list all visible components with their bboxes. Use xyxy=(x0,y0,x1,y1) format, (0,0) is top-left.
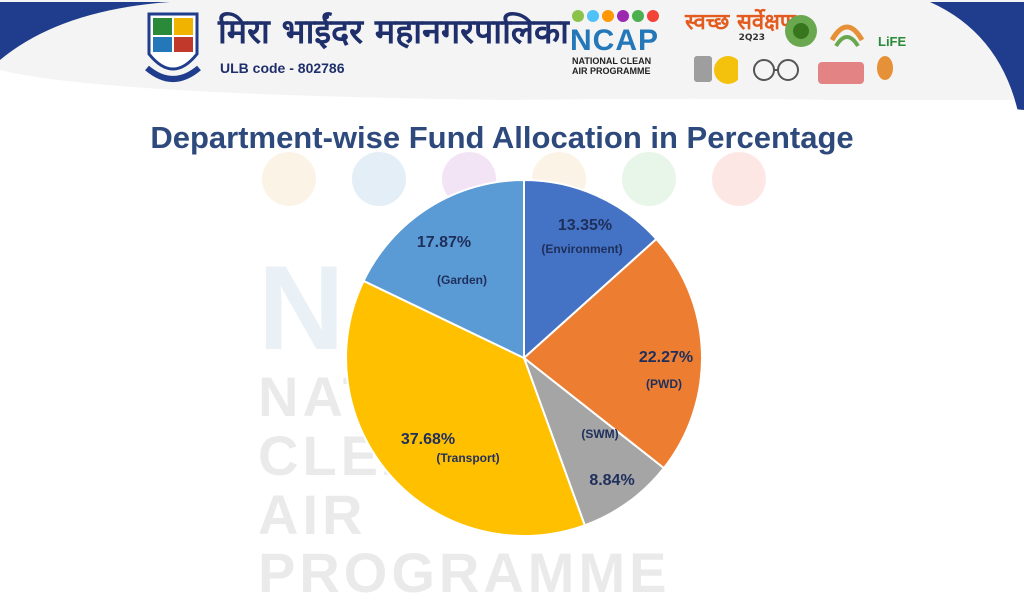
header-swoosh xyxy=(0,2,1024,150)
ncap-wordmark: NCAP xyxy=(570,24,660,57)
emblem-icon xyxy=(694,56,738,84)
pie-label-value-environment: 13.35% xyxy=(558,217,612,234)
clean-city-icon xyxy=(818,62,864,84)
virus-icon xyxy=(785,15,817,47)
swachh-survekshan-logo: स्वच्छ सर्वेक्षण 2Q23 xyxy=(685,12,796,52)
ncap-icon-row xyxy=(572,10,678,22)
slide-title: Department-wise Fund Allocation in Perce… xyxy=(150,120,854,155)
pie-label-value-pwd: 22.27% xyxy=(639,349,693,366)
pie-slice-transport xyxy=(345,279,587,537)
pie-label-category-swm: (SWM) xyxy=(581,427,618,441)
pie-label-category-environment: (Environment) xyxy=(541,242,622,256)
pie-chart: 13.35% (Environment) 22.27% (PWD) 8.84% (SWM)… xyxy=(345,178,703,537)
pie-label-value-garden: 17.87% xyxy=(417,234,471,251)
municipal-emblem-logo xyxy=(143,10,203,90)
ulb-code: ULB code - 802786 xyxy=(220,60,345,76)
pie-slice-swm xyxy=(521,355,666,527)
pie-label-category-pwd: (PWD) xyxy=(646,377,682,391)
pie-slice-environment xyxy=(523,178,658,361)
swachh-text: स्वच्छ सर्वेक्षण xyxy=(685,10,796,35)
swachh-bharat-glasses-icon xyxy=(753,59,799,81)
org-name: मिरा भाईंदर महानगरपालिका xyxy=(218,12,569,52)
swachh-year: 2Q23 xyxy=(738,33,765,43)
ncap-subtitle-1: NATIONAL CLEAN xyxy=(572,56,652,66)
pie-label-value-transport: 37.68% xyxy=(401,431,455,448)
life-footprint-icon xyxy=(877,56,893,80)
pie-label-category-garden: (Garden) xyxy=(437,273,487,287)
life-logo: LiFE xyxy=(878,34,907,49)
pie-slice-garden xyxy=(362,178,525,360)
pie-label-value-swm: 8.84% xyxy=(589,472,634,489)
pie-slice-pwd xyxy=(522,237,703,470)
ncap-logo: NCAP NATIONAL CLEAN AIR PROGRAMME xyxy=(566,10,678,90)
swachh-bharat-mission-icon xyxy=(829,24,865,48)
ncap-subtitle-2: AIR PROGRAMME xyxy=(572,66,651,77)
pie-label-category-transport: (Transport) xyxy=(436,451,499,465)
